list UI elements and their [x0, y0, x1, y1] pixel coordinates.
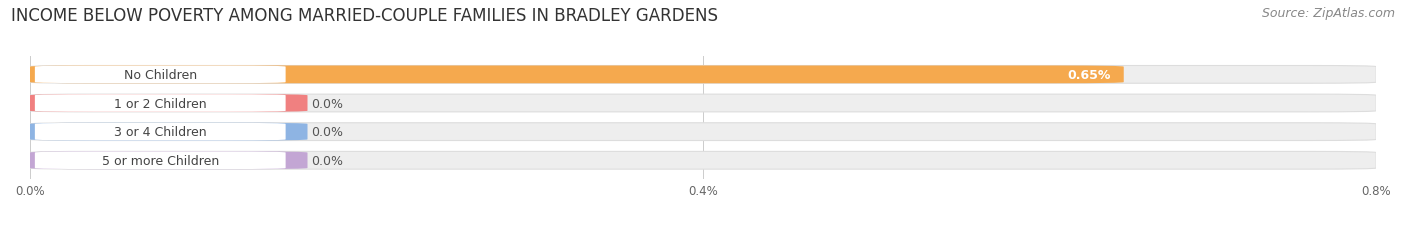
FancyBboxPatch shape: [30, 66, 1376, 84]
FancyBboxPatch shape: [35, 95, 285, 112]
Text: INCOME BELOW POVERTY AMONG MARRIED-COUPLE FAMILIES IN BRADLEY GARDENS: INCOME BELOW POVERTY AMONG MARRIED-COUPL…: [11, 7, 718, 25]
FancyBboxPatch shape: [35, 66, 285, 84]
FancyBboxPatch shape: [30, 123, 1376, 141]
Text: 5 or more Children: 5 or more Children: [101, 154, 219, 167]
Text: 0.0%: 0.0%: [311, 154, 343, 167]
Text: 0.0%: 0.0%: [311, 97, 343, 110]
FancyBboxPatch shape: [30, 152, 308, 169]
Text: 0.0%: 0.0%: [311, 126, 343, 139]
FancyBboxPatch shape: [30, 152, 1376, 169]
Text: 3 or 4 Children: 3 or 4 Children: [114, 126, 207, 139]
Text: 0.65%: 0.65%: [1067, 69, 1111, 82]
Text: Source: ZipAtlas.com: Source: ZipAtlas.com: [1261, 7, 1395, 20]
Text: 1 or 2 Children: 1 or 2 Children: [114, 97, 207, 110]
FancyBboxPatch shape: [35, 123, 285, 141]
FancyBboxPatch shape: [35, 152, 285, 169]
FancyBboxPatch shape: [30, 66, 1123, 84]
FancyBboxPatch shape: [30, 95, 308, 112]
FancyBboxPatch shape: [30, 123, 308, 141]
Text: No Children: No Children: [124, 69, 197, 82]
FancyBboxPatch shape: [30, 95, 1376, 112]
